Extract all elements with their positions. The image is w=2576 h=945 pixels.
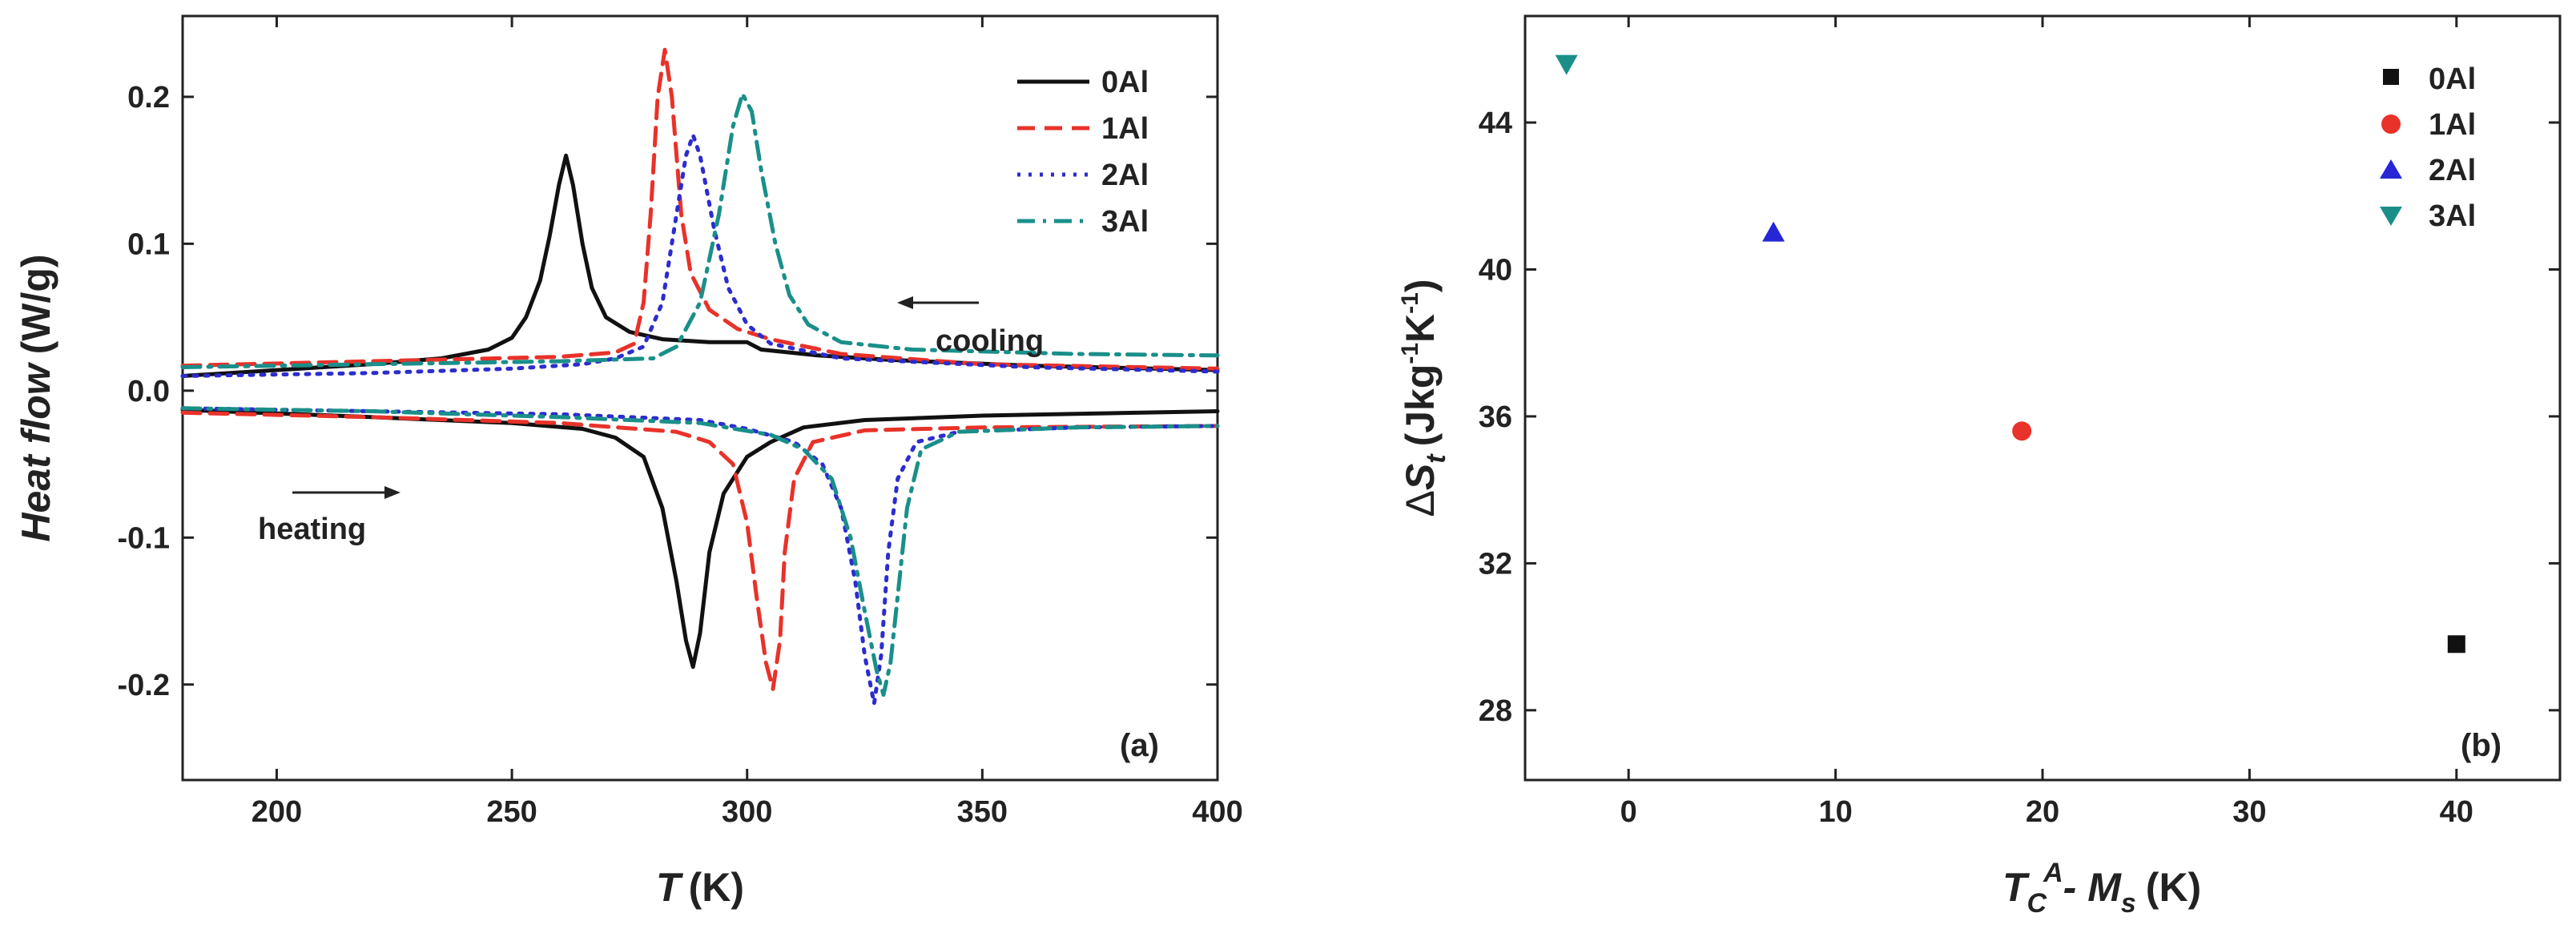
x-tick-label: 30 [2232, 795, 2266, 829]
panel-a-y-axis-title: Heat flow (W/g) [14, 254, 58, 541]
panel-a-y-axis-unit: (W/g) [14, 254, 58, 354]
panel-a-series-lines [180, 47, 1220, 706]
panel-b-y-axis-unit: (Jkg [1398, 364, 1443, 447]
panel-b-y-axis-delta: Δ [1398, 490, 1443, 517]
panel-b-x-axis-var: T [2002, 865, 2031, 910]
legend-label-2al: 2Al [1101, 159, 1149, 192]
panel-b-y-axis-exp2: -1 [1397, 292, 1423, 314]
x-tick-label: 250 [486, 795, 537, 829]
legend-marker-2al [2380, 159, 2402, 179]
panel-b-y-axis-close: ) [1398, 279, 1443, 292]
cooling-annotation: cooling [897, 296, 1044, 358]
panel-a-legend: 0Al 1Al 2Al 3Al [1017, 66, 1149, 239]
x-tick-label: 40 [2440, 795, 2473, 829]
y-tick-label: 44 [1479, 107, 1512, 140]
x-tick-label: 400 [1192, 795, 1242, 829]
legend-item-b-1al: 1Al [2381, 108, 2476, 142]
legend-label-1al: 1Al [1101, 112, 1149, 146]
panel-a-x-axis-unit: (K) [689, 865, 744, 910]
panel-b-x-axis-mid: - M [2063, 865, 2123, 910]
legend-label-b-2al: 2Al [2429, 154, 2476, 187]
legend-item-1al: 1Al [1017, 112, 1149, 146]
panel-b-legend: 0Al 1Al 2Al 3Al [2380, 62, 2476, 233]
legend-label-b-3al: 3Al [2429, 199, 2476, 233]
panel-b-x-axis-sub2: s [2121, 888, 2136, 919]
legend-label-b-1al: 1Al [2429, 108, 2476, 142]
legend-label-0al: 0Al [1101, 66, 1149, 99]
panel-b-axes: 0 10 20 30 40 28 32 36 40 44 [1479, 16, 2560, 829]
series-line-2al-heating [180, 406, 1220, 706]
y-tick-label: 0.0 [127, 375, 170, 408]
panel-b-y-axis-sub: t [1421, 453, 1451, 464]
panel-b-x-axis-title: TCA- Ms (K) [2002, 858, 2201, 919]
series-line-1al-heating [180, 410, 1220, 691]
x-tick-label: 0 [1620, 795, 1637, 829]
panel-b-y-axis-exp1: -1 [1397, 343, 1423, 364]
panel-a-label: (a) [1120, 728, 1159, 763]
heating-annotation: heating [258, 486, 400, 546]
cooling-label: cooling [936, 324, 1044, 358]
legend-item-b-0al: 0Al [2383, 62, 2476, 96]
legend-label-b-0al: 0Al [2429, 62, 2476, 96]
panel-b-x-axis-unit: (K) [2146, 865, 2201, 910]
series-line-0al-cooling [180, 153, 1220, 378]
y-tick-label: 40 [1479, 253, 1512, 287]
x-tick-label: 20 [2026, 795, 2059, 829]
y-tick-label: 32 [1479, 547, 1512, 581]
series-line-3al-heating [180, 406, 1220, 698]
panel-a-chart: 200 250 300 350 400 -0.2 -0.1 0.0 0.1 0.2 0Al 1Al… [14, 14, 1243, 910]
x-tick-label: 300 [722, 795, 772, 829]
y-tick-label: 28 [1479, 694, 1512, 728]
legend-item-2al: 2Al [1017, 159, 1149, 192]
y-tick-label: 0.1 [127, 227, 170, 261]
series-line-3al-cooling [180, 91, 1220, 369]
heating-arrow-head-icon [384, 486, 400, 499]
panel-a-frame [181, 14, 1219, 782]
y-tick-label: -0.2 [118, 669, 170, 702]
panel-b-x-axis-sub: C [2027, 888, 2047, 919]
heating-label: heating [258, 513, 366, 546]
panel-b-y-axis-var: S [1398, 464, 1443, 490]
panel-b-chart: 0 10 20 30 40 28 32 36 40 44 0Al 1Al 2Al 3Al (b) [1397, 14, 2562, 919]
x-tick-label: 10 [1818, 795, 1852, 829]
legend-item-b-3al: 3Al [2380, 199, 2476, 233]
legend-marker-0al [2383, 69, 2399, 85]
x-tick-label: 200 [252, 795, 302, 829]
cooling-arrow-head-icon [897, 296, 913, 309]
data-point-1al [2012, 421, 2032, 441]
y-tick-label: 36 [1479, 400, 1512, 434]
panel-b-label: (b) [2461, 728, 2502, 763]
panel-b-frame [1523, 14, 2562, 782]
panel-a-x-axis-var: T [656, 865, 684, 910]
y-tick-label: -0.1 [118, 521, 170, 555]
legend-item-b-2al: 2Al [2380, 154, 2476, 187]
series-line-1al-cooling [180, 47, 1220, 371]
data-point-3al [1555, 54, 1578, 75]
y-tick-label: 0.2 [127, 81, 170, 115]
x-tick-label: 350 [957, 795, 1008, 829]
panel-b-y-axis-unit2: K [1398, 314, 1443, 343]
panel-b-data-points [1555, 54, 2465, 653]
legend-label-3al: 3Al [1101, 205, 1149, 239]
data-point-2al [1762, 221, 1785, 242]
legend-marker-1al [2381, 115, 2401, 134]
data-point-0al [2447, 635, 2465, 653]
series-line-2al-cooling [180, 133, 1220, 378]
legend-item-3al: 3Al [1017, 205, 1149, 239]
panel-a-axes: 200 250 300 350 400 -0.2 -0.1 0.0 0.1 0.2 [118, 16, 1243, 829]
legend-item-0al: 0Al [1017, 66, 1149, 99]
panel-b-y-axis-title: ΔSt(Jkg-1K-1) [1397, 279, 1451, 517]
series-line-0al-heating [180, 408, 1220, 670]
panel-b-x-axis-sup: A [2043, 858, 2063, 888]
panel-a-x-axis-title: T (K) [656, 865, 744, 910]
legend-marker-3al [2380, 207, 2402, 226]
panel-a-y-axis-var: Heat flow [14, 361, 58, 541]
